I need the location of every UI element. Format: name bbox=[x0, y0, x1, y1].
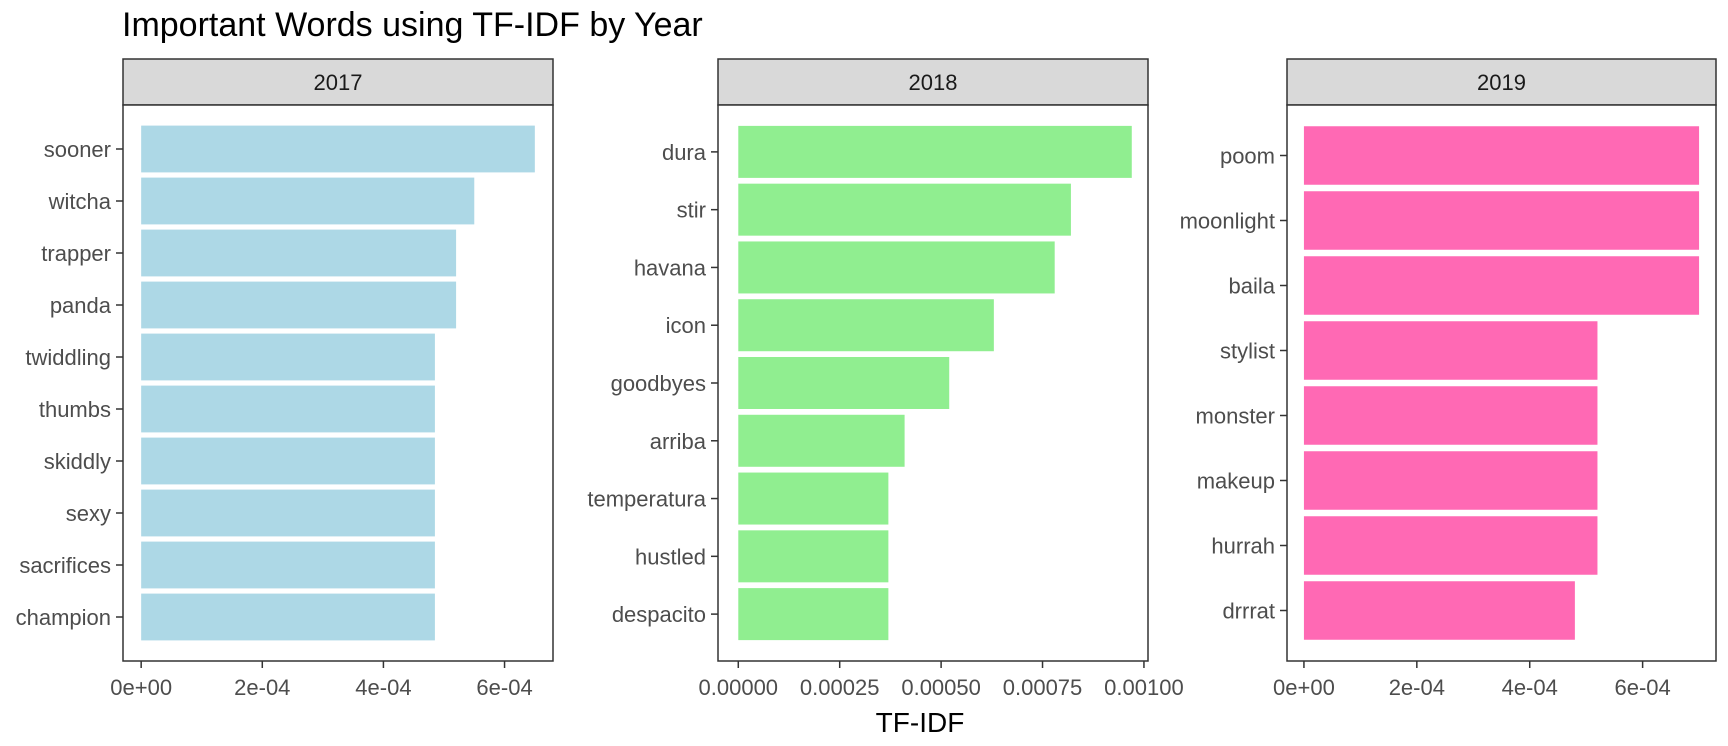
y-tick-label: monster bbox=[1196, 404, 1275, 429]
bar bbox=[738, 472, 889, 525]
bar bbox=[1303, 321, 1598, 380]
facet-strip-label: 2017 bbox=[314, 70, 363, 95]
bar bbox=[141, 177, 475, 225]
y-tick-label: despacito bbox=[612, 602, 706, 627]
y-tick-label: goodbyes bbox=[611, 371, 706, 396]
bar bbox=[1303, 386, 1598, 445]
y-tick-label: makeup bbox=[1197, 469, 1275, 494]
facet-strip-label: 2019 bbox=[1477, 70, 1526, 95]
bar bbox=[738, 125, 1132, 178]
bar bbox=[141, 229, 457, 277]
bar bbox=[141, 593, 435, 641]
bar bbox=[738, 299, 994, 352]
y-tick-label: sacrifices bbox=[19, 553, 111, 578]
y-tick-label: stir bbox=[677, 198, 706, 223]
y-tick-label: icon bbox=[666, 313, 706, 338]
y-tick-label: dura bbox=[662, 140, 707, 165]
bar bbox=[738, 588, 889, 641]
y-tick-label: drrrat bbox=[1222, 599, 1275, 624]
facet-strip bbox=[717, 58, 1149, 106]
y-tick-label: hurrah bbox=[1211, 534, 1275, 559]
y-tick-label: baila bbox=[1229, 274, 1276, 299]
y-tick-label: skiddly bbox=[44, 449, 111, 474]
bar bbox=[738, 183, 1071, 236]
bar bbox=[141, 333, 435, 381]
y-tick-label: temperatura bbox=[587, 487, 706, 512]
x-tick-label: 6e-04 bbox=[476, 675, 532, 700]
x-tick-label: 0.00050 bbox=[901, 675, 981, 700]
facet-strip-label: 2018 bbox=[909, 70, 958, 95]
panel-border bbox=[1286, 104, 1717, 662]
bar bbox=[1303, 126, 1700, 185]
x-tick-label: 4e-04 bbox=[355, 675, 411, 700]
x-tick-label: 2e-04 bbox=[234, 675, 290, 700]
facet-2019: 2019 poom moonlight baila stylist monster make… bbox=[1180, 58, 1717, 700]
facet-panels: 2017 sooner witcha trapper panda twiddling thu… bbox=[16, 58, 1717, 700]
x-tick-label: 0.00100 bbox=[1104, 675, 1184, 700]
y-tick-label: champion bbox=[16, 605, 111, 630]
y-tick-label: moonlight bbox=[1180, 209, 1275, 234]
bar bbox=[738, 530, 889, 583]
facet-strip bbox=[122, 58, 554, 106]
bar bbox=[738, 357, 950, 409]
facet-strip bbox=[1286, 58, 1717, 106]
bar bbox=[1303, 581, 1575, 640]
bar bbox=[1303, 191, 1700, 250]
x-tick-label: 2e-04 bbox=[1389, 675, 1445, 700]
y-tick-label: arriba bbox=[650, 429, 707, 454]
bar bbox=[141, 385, 435, 433]
x-tick-label: 0.00075 bbox=[1003, 675, 1083, 700]
bar bbox=[141, 281, 457, 329]
y-tick-label: witcha bbox=[48, 189, 112, 214]
x-tick-label: 0.00000 bbox=[699, 675, 779, 700]
bar bbox=[141, 489, 435, 537]
y-tick-label: havana bbox=[634, 255, 707, 280]
x-tick-label: 0.00025 bbox=[800, 675, 880, 700]
y-tick-label: twiddling bbox=[25, 345, 111, 370]
bar bbox=[141, 437, 435, 485]
y-tick-label: sexy bbox=[66, 501, 111, 526]
y-tick-label: thumbs bbox=[39, 397, 111, 422]
bar bbox=[1303, 256, 1700, 315]
x-tick-label: 4e-04 bbox=[1502, 675, 1558, 700]
bar bbox=[141, 541, 435, 589]
y-tick-label: hustled bbox=[635, 544, 706, 569]
bar bbox=[1303, 516, 1598, 575]
facet-2018: 2018 dura stir havana icon goodbyes arriba temp… bbox=[587, 58, 1184, 700]
y-tick-label: stylist bbox=[1220, 339, 1275, 364]
x-tick-label: 6e-04 bbox=[1614, 675, 1670, 700]
chart-title: Important Words using TF-IDF by Year bbox=[122, 6, 703, 44]
bar bbox=[738, 414, 905, 467]
x-tick-label: 0e+00 bbox=[1273, 675, 1335, 700]
y-tick-label: panda bbox=[50, 293, 112, 318]
y-tick-label: poom bbox=[1220, 144, 1275, 169]
bar bbox=[738, 241, 1055, 294]
bar bbox=[1303, 451, 1598, 510]
facet-2017: 2017 sooner witcha trapper panda twiddling thu… bbox=[16, 58, 554, 700]
x-tick-label: 0e+00 bbox=[110, 675, 172, 700]
x-axis-label: TF-IDF bbox=[876, 707, 965, 738]
bar bbox=[141, 125, 535, 173]
y-tick-label: sooner bbox=[44, 137, 111, 162]
y-tick-label: trapper bbox=[41, 241, 111, 266]
